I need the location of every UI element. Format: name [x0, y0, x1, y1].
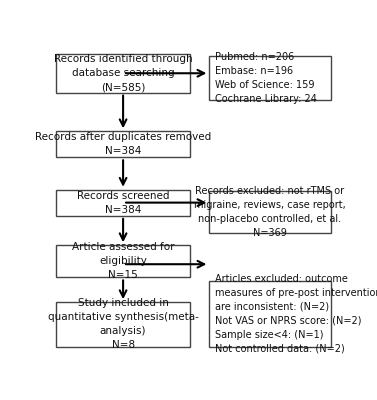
- FancyBboxPatch shape: [56, 245, 190, 278]
- Text: Pubmed: n=206
Embase: n=196
Web of Science: 159
Cochrane Library: 24: Pubmed: n=206 Embase: n=196 Web of Scien…: [215, 52, 316, 104]
- FancyBboxPatch shape: [56, 54, 190, 93]
- Text: Articles excluded: outcome
measures of pre-post intervention
are inconsistent: (: Articles excluded: outcome measures of p…: [215, 274, 377, 354]
- FancyBboxPatch shape: [209, 280, 331, 347]
- FancyBboxPatch shape: [56, 302, 190, 347]
- Text: Article assessed for
eligibility
N=15: Article assessed for eligibility N=15: [72, 242, 174, 280]
- FancyBboxPatch shape: [56, 131, 190, 157]
- Text: Records after duplicates removed
N=384: Records after duplicates removed N=384: [35, 132, 211, 156]
- FancyBboxPatch shape: [56, 190, 190, 216]
- Text: Records identified through
database searching
(N=585): Records identified through database sear…: [54, 54, 192, 92]
- FancyBboxPatch shape: [209, 191, 331, 233]
- Text: Study included in
quantitative synthesis(meta-
analysis)
N=8: Study included in quantitative synthesis…: [48, 298, 199, 350]
- FancyBboxPatch shape: [209, 56, 331, 100]
- Text: Records screened
N=384: Records screened N=384: [77, 191, 169, 215]
- Text: Records excluded: not rTMS or
migraine, reviews, case report,
non-placebo contro: Records excluded: not rTMS or migraine, …: [194, 186, 346, 238]
